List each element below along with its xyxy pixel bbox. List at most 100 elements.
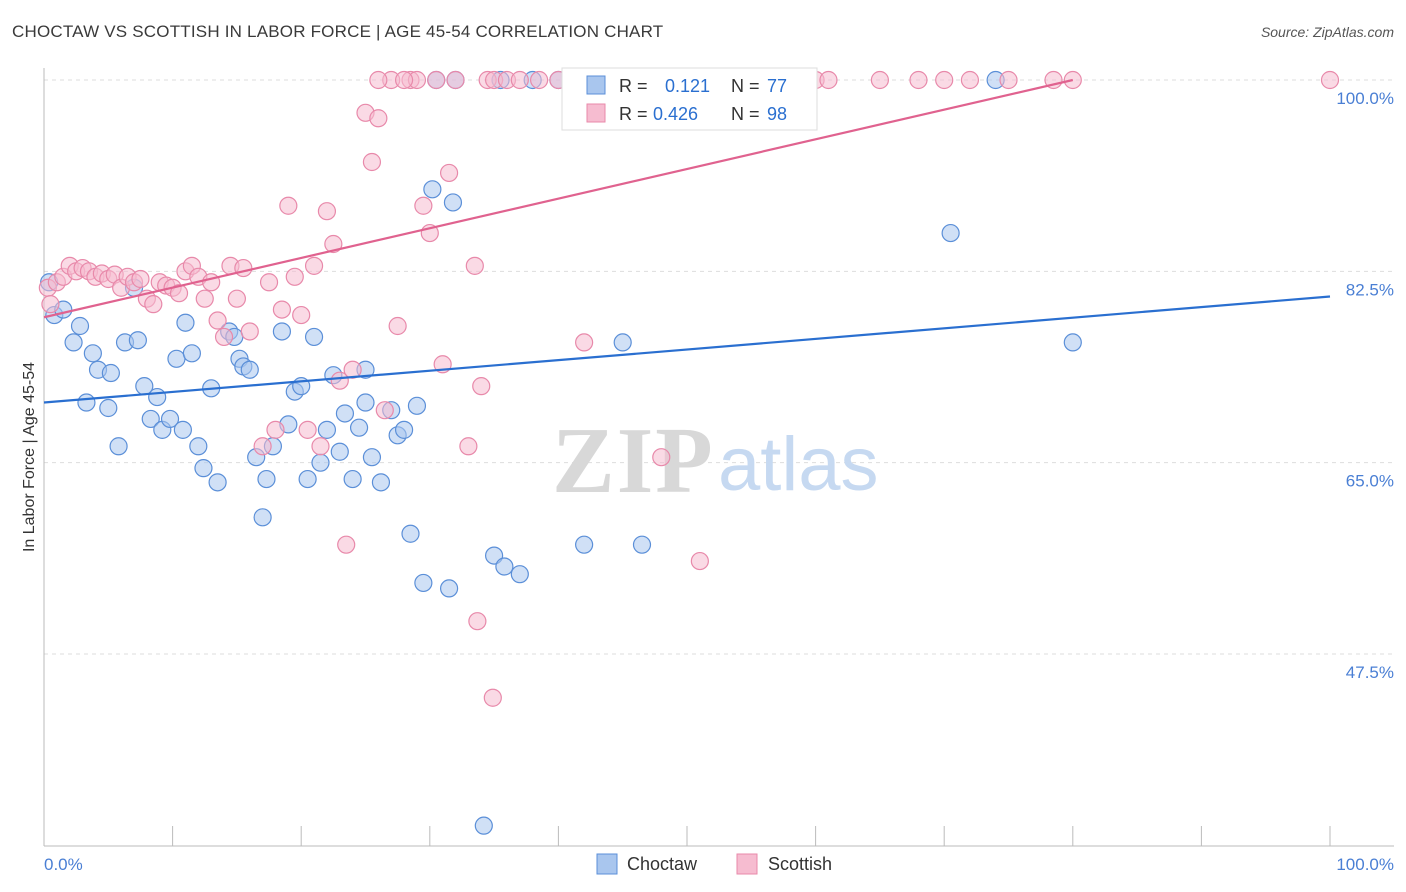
choctaw-point bbox=[356, 393, 375, 412]
scottish-point bbox=[819, 70, 838, 90]
scottish-point bbox=[414, 196, 433, 215]
bottom-legend-swatch-scottish bbox=[736, 853, 758, 875]
scottish-point bbox=[960, 70, 980, 90]
choctaw-point bbox=[298, 469, 317, 489]
choctaw-point bbox=[272, 322, 292, 341]
scottish-point bbox=[343, 360, 362, 379]
scottish-point bbox=[1320, 70, 1340, 90]
choctaw-point bbox=[83, 344, 102, 363]
choctaw-point bbox=[77, 393, 96, 412]
scottish-point bbox=[208, 311, 227, 330]
scottish-point bbox=[317, 202, 337, 221]
scottish-point bbox=[234, 258, 253, 278]
scottish-point bbox=[131, 269, 150, 289]
choctaw-point bbox=[394, 420, 414, 439]
scottish-point bbox=[394, 70, 414, 90]
watermark-zip: ZIP bbox=[552, 409, 715, 513]
choctaw-point bbox=[443, 193, 463, 212]
choctaw-point bbox=[64, 333, 83, 352]
trend-lines bbox=[43, 78, 1331, 404]
choctaw-point bbox=[128, 331, 147, 350]
choctaw-point bbox=[1063, 333, 1082, 352]
scottish-point bbox=[298, 420, 317, 439]
choctaw-point bbox=[182, 344, 201, 363]
scottish-point bbox=[369, 109, 388, 128]
choctaw-point bbox=[414, 573, 433, 593]
choctaw-point bbox=[167, 349, 186, 368]
choctaw-point bbox=[253, 508, 272, 527]
choctaw-point bbox=[335, 404, 355, 423]
chart-title: CHOCTAW VS SCOTTISH IN LABOR FORCE | AGE… bbox=[12, 22, 664, 41]
scottish-point bbox=[465, 256, 484, 275]
scottish-point bbox=[144, 295, 163, 314]
scottish-point bbox=[870, 70, 890, 90]
choctaw-point bbox=[141, 409, 160, 429]
scottish-point bbox=[909, 70, 928, 90]
y-tick-label: 82.5% bbox=[1346, 280, 1394, 299]
stats-legend-swatch-choctaw bbox=[586, 75, 606, 95]
choctaw-point bbox=[575, 535, 594, 554]
scottish-point bbox=[690, 551, 709, 571]
scottish-point bbox=[510, 70, 529, 90]
scottish-point bbox=[369, 70, 388, 90]
scottish-point bbox=[388, 316, 407, 336]
choctaw-points bbox=[40, 70, 1082, 835]
y-tick-label: 65.0% bbox=[1346, 472, 1394, 491]
scottish-point bbox=[279, 196, 298, 215]
scottish-point bbox=[530, 70, 549, 90]
x-tick-label-max: 100.0% bbox=[1336, 855, 1394, 874]
choctaw-point bbox=[257, 469, 276, 489]
scottish-point bbox=[41, 295, 60, 314]
choctaw-point bbox=[109, 437, 128, 456]
choctaw-point bbox=[99, 398, 118, 418]
scottish-point bbox=[169, 284, 189, 303]
y-tick-label: 47.5% bbox=[1346, 663, 1394, 682]
x-ticks bbox=[43, 826, 1331, 846]
bottom-legend-label-choctaw: Choctaw bbox=[627, 854, 698, 874]
stats-legend-swatch-scottish bbox=[586, 103, 606, 123]
scottish-point bbox=[259, 273, 279, 292]
choctaw-point bbox=[160, 409, 180, 429]
scottish-point bbox=[652, 448, 671, 467]
choctaw-point bbox=[208, 473, 227, 492]
watermark-atlas: atlas bbox=[718, 422, 879, 507]
x-tick-label-min: 0.0% bbox=[44, 855, 83, 874]
choctaw-trend-line bbox=[43, 295, 1331, 404]
scottish-point bbox=[214, 327, 234, 347]
choctaw-point bbox=[176, 313, 195, 332]
choctaw-point bbox=[317, 420, 337, 439]
scottish-point bbox=[375, 401, 394, 420]
choctaw-point bbox=[439, 579, 459, 598]
scottish-point bbox=[240, 322, 259, 341]
choctaw-point bbox=[407, 396, 427, 415]
scottish-trend-line bbox=[43, 78, 1074, 319]
choctaw-point bbox=[941, 223, 960, 243]
source-label: Source: ZipAtlas.com bbox=[1260, 24, 1394, 40]
scottish-point bbox=[304, 256, 324, 275]
scottish-point bbox=[311, 437, 330, 456]
choctaw-point bbox=[343, 469, 362, 489]
scottish-point bbox=[935, 70, 954, 90]
stats-legend-r-label-choctaw: R = bbox=[619, 76, 648, 96]
stats-legend-n-label-scottish: N = bbox=[731, 104, 760, 124]
stats-legend-n-value-choctaw: 77 bbox=[767, 76, 787, 96]
scottish-point bbox=[337, 535, 356, 554]
choctaw-point bbox=[173, 420, 192, 439]
choctaw-point bbox=[70, 316, 90, 336]
scottish-point bbox=[999, 70, 1018, 90]
scottish-point bbox=[483, 688, 502, 707]
choctaw-point bbox=[423, 180, 442, 199]
scottish-point bbox=[575, 333, 594, 352]
stats-legend-r-value-choctaw: 0.121 bbox=[665, 76, 710, 96]
choctaw-point bbox=[311, 453, 330, 472]
choctaw-point bbox=[362, 448, 382, 467]
y-axis-title: In Labor Force | Age 45-54 bbox=[21, 362, 38, 552]
choctaw-point bbox=[330, 442, 349, 461]
scottish-point bbox=[362, 152, 382, 172]
choctaw-point bbox=[101, 363, 120, 383]
choctaw-point bbox=[495, 557, 514, 576]
y-tick-label: 100.0% bbox=[1336, 89, 1394, 108]
scottish-point bbox=[468, 612, 487, 631]
scottish-point bbox=[272, 300, 292, 319]
